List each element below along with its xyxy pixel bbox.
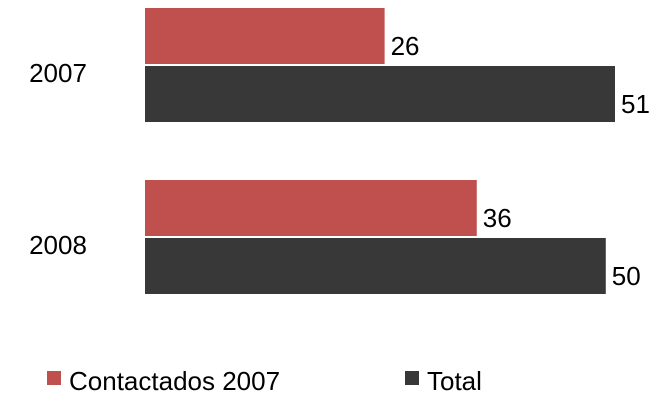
bar bbox=[145, 8, 385, 64]
data-label: 26 bbox=[391, 31, 420, 61]
legend-swatch bbox=[405, 371, 419, 385]
bar bbox=[145, 238, 606, 294]
data-label: 36 bbox=[483, 203, 512, 233]
data-label: 50 bbox=[612, 261, 641, 291]
y-tick-label: 2008 bbox=[29, 230, 87, 260]
y-tick-label: 2007 bbox=[29, 58, 87, 88]
data-label: 51 bbox=[621, 89, 650, 119]
legend-label: Contactados 2007 bbox=[69, 366, 280, 396]
legend-label: Total bbox=[427, 366, 482, 396]
bar bbox=[145, 66, 615, 122]
legend-swatch bbox=[47, 371, 61, 385]
bar bbox=[145, 180, 477, 236]
